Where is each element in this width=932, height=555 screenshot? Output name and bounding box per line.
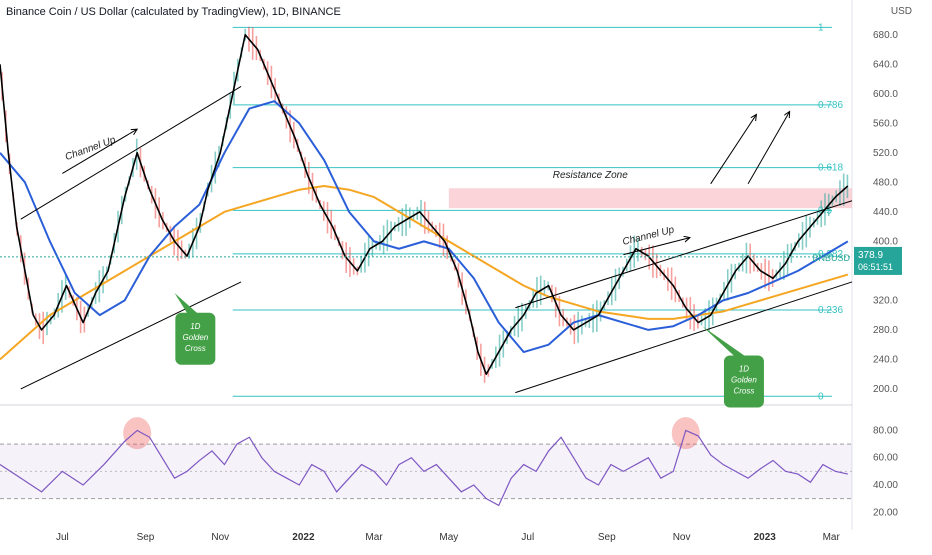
- resistance-zone: [448, 188, 852, 209]
- golden-cross-pointer: [174, 293, 202, 317]
- x-tick-label: May: [439, 532, 458, 543]
- symbol-tag: BNBUSD: [812, 253, 850, 263]
- channel-lower-line: [20, 281, 242, 390]
- y-tick-label: 400.0: [873, 236, 898, 247]
- y-tick-label: 480.0: [873, 177, 898, 188]
- y-tick-label: 680.0: [873, 30, 898, 41]
- rsi-line: [0, 429, 848, 507]
- x-tick-label: Jul: [521, 532, 534, 543]
- projection-arrow: [710, 114, 757, 185]
- currency-label: USD: [890, 6, 912, 17]
- golden-cross-label: Cross: [733, 387, 754, 396]
- rsi-tick-label: 80.00: [873, 425, 898, 436]
- x-tick-label: Nov: [211, 532, 229, 543]
- resistance-zone-label: Resistance Zone: [553, 170, 628, 181]
- y-tick-label: 320.0: [873, 295, 898, 306]
- y-tick-label: 440.0: [873, 207, 898, 218]
- x-tick-label: Mar: [365, 532, 383, 543]
- rsi-tick-label: 20.00: [873, 507, 898, 518]
- rsi-overbought-marker: [123, 417, 152, 450]
- golden-cross-box: [175, 312, 216, 365]
- x-tick-label: Sep: [137, 532, 155, 543]
- rsi-tick-label: 60.00: [873, 453, 898, 464]
- chart-title: Binance Coin / US Dollar (calculated by …: [6, 6, 341, 18]
- golden-cross-label: Golden: [182, 333, 208, 342]
- channel-arrow: [62, 129, 137, 174]
- ma-fast-line: [0, 100, 849, 354]
- fib-level-label: 0: [818, 391, 824, 402]
- channel-arrow: [623, 238, 689, 256]
- rsi-tick-label: 40.00: [873, 480, 898, 491]
- x-tick-label: 2023: [754, 532, 777, 543]
- golden-cross-pointer: [702, 326, 750, 360]
- price-line: [0, 33, 849, 375]
- channel-upper-line: [515, 200, 853, 309]
- y-tick-label: 600.0: [873, 89, 898, 100]
- golden-cross-label: 1D: [739, 365, 749, 374]
- fib-level-label: 0.786: [818, 100, 843, 111]
- y-tick-label: 200.0: [873, 384, 898, 395]
- golden-cross-label: Golden: [731, 376, 757, 385]
- fib-level-label: 0.382: [818, 249, 843, 260]
- x-tick-label: Mar: [823, 532, 841, 543]
- price-tag-value: 378.9: [858, 250, 883, 261]
- fib-level-label: 0.618: [818, 163, 843, 174]
- channel-up-label: Channel Up: [64, 134, 118, 163]
- y-tick-label: 640.0: [873, 59, 898, 70]
- y-tick-label: 240.0: [873, 354, 898, 365]
- golden-cross-label: 1D: [190, 322, 200, 331]
- x-tick-label: Sep: [598, 532, 616, 543]
- x-tick-label: Nov: [673, 532, 691, 543]
- channel-upper-line: [20, 85, 242, 220]
- rsi-overbought-marker: [671, 417, 700, 450]
- y-tick-label: 280.0: [873, 325, 898, 336]
- fib-level-label: 0.236: [818, 305, 843, 316]
- price-tag: [854, 246, 902, 275]
- projection-arrow: [747, 111, 790, 185]
- x-tick-label: 2022: [292, 532, 315, 543]
- channel-up-label: Channel Up: [621, 224, 675, 248]
- price-tag-countdown: 06:51:51: [858, 262, 893, 272]
- fib-level-label: 1: [818, 22, 824, 33]
- golden-cross-box: [723, 355, 764, 408]
- golden-cross-label: Cross: [185, 344, 206, 353]
- channel-lower-line: [515, 281, 853, 394]
- y-tick-label: 520.0: [873, 148, 898, 159]
- x-tick-label: Jul: [56, 532, 69, 543]
- y-tick-label: 560.0: [873, 118, 898, 129]
- ma-slow-line: [0, 185, 849, 361]
